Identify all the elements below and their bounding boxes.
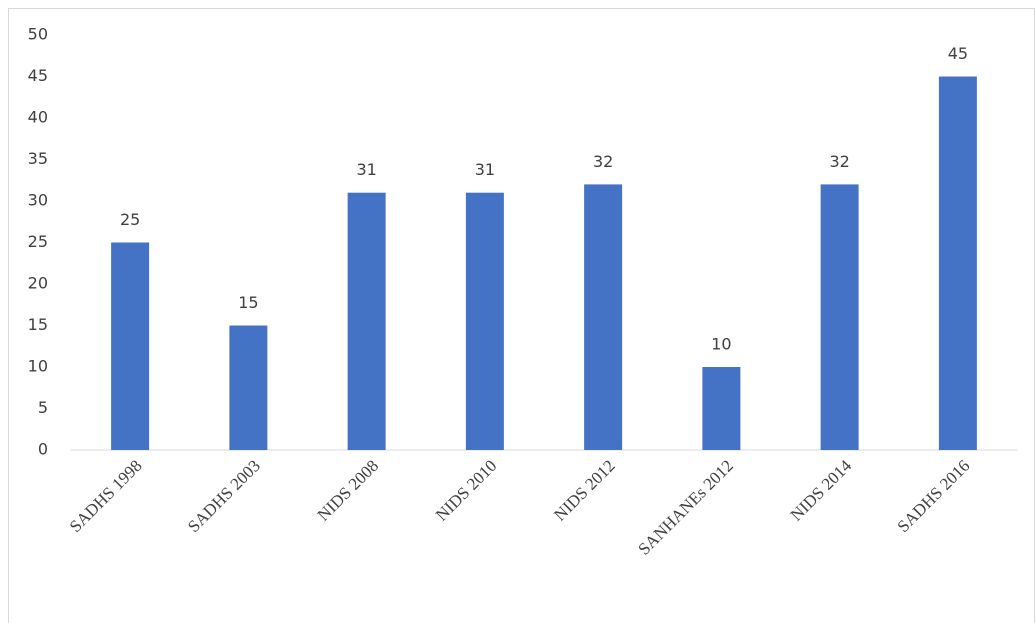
bar xyxy=(702,367,741,450)
bar xyxy=(111,242,150,450)
x-tick-label: NIDS 2012 xyxy=(550,456,619,525)
data-label: 31 xyxy=(356,160,376,179)
y-tick-label: 0 xyxy=(38,440,48,459)
y-tick-label: 30 xyxy=(28,191,48,210)
x-tick-label: NIDS 2008 xyxy=(314,456,383,525)
y-tick-label: 35 xyxy=(28,149,48,168)
y-tick-label: 15 xyxy=(28,315,48,334)
bar xyxy=(347,192,386,450)
bar xyxy=(229,325,268,450)
x-tick-label: SADHS 2003 xyxy=(184,456,264,536)
x-tick-label: NIDS 2010 xyxy=(432,456,501,525)
y-tick-label: 25 xyxy=(28,232,48,251)
y-tick-label: 50 xyxy=(28,25,48,44)
data-label: 15 xyxy=(238,293,258,312)
chart-frame xyxy=(8,8,1035,623)
data-label: 45 xyxy=(948,44,968,63)
bar xyxy=(820,184,859,450)
y-tick-label: 45 xyxy=(28,66,48,85)
x-tick-label: SADHS 1998 xyxy=(66,456,146,536)
data-label: 32 xyxy=(829,152,849,171)
bar xyxy=(465,192,504,450)
data-label: 32 xyxy=(593,152,613,171)
data-label: 25 xyxy=(120,210,140,229)
bar xyxy=(584,184,623,450)
y-tick-label: 5 xyxy=(38,398,48,417)
y-tick-label: 40 xyxy=(28,108,48,127)
bar xyxy=(938,76,977,450)
y-tick-label: 10 xyxy=(28,357,48,376)
x-tick-label: NIDS 2014 xyxy=(787,456,856,525)
y-tick-label: 20 xyxy=(28,274,48,293)
x-tick-label: SANHANEs 2012 xyxy=(634,456,737,559)
data-label: 10 xyxy=(711,335,731,354)
x-tick-label: SADHS 2016 xyxy=(894,456,974,536)
data-label: 31 xyxy=(475,160,495,179)
